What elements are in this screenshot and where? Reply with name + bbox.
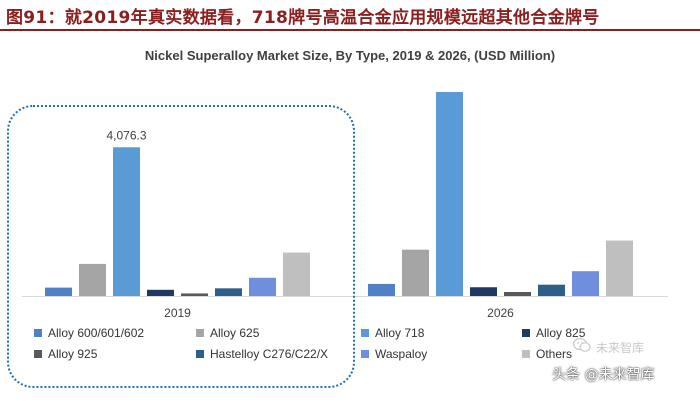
bar-alloy-718-2026 [436,92,463,296]
legend-item-alloy-825: Alloy 825 [522,325,585,341]
legend-label-alloy-825: Alloy 825 [536,326,586,340]
bar-alloy-625-2019 [79,263,106,296]
legend-item-alloy-625: Alloy 625 [196,325,259,341]
legend-swatch-alloy-925 [34,350,42,358]
bar-alloy-718-2019 [113,147,140,296]
bar-alloy-600-601-602-2019 [45,287,72,296]
legend-item-alloy-925: Alloy 925 [34,346,97,362]
title-divider [0,29,700,31]
bar-alloy-625-2026 [402,249,429,296]
legend-label-alloy-625: Alloy 625 [210,326,260,340]
bar-hastelloy-c276-c22-x-2019 [215,288,242,296]
bar-alloy-825-2026 [470,287,497,296]
legend-item-alloy-600-601-602: Alloy 600/601/602 [34,325,144,341]
data-label-alloy-718-2019: 4,076.3 [106,128,146,142]
legend-item-others: Others [522,346,572,362]
legend-swatch-alloy-825 [522,329,530,337]
legend-label-alloy-925: Alloy 925 [48,347,98,361]
chart-title: Nickel Superalloy Market Size, By Type, … [144,48,556,63]
legend-item-alloy-718: Alloy 718 [361,325,424,341]
legend-swatch-others [522,350,530,358]
legend-label-hastelloy-c276-c22-x: Hastelloy C276/C22/X [210,347,329,361]
bar-alloy-925-2026 [504,291,531,296]
legend-label-others: Others [536,347,573,361]
legend-item-hastelloy-c276-c22-x: Hastelloy C276/C22/X [196,346,328,362]
bar-others-2019 [283,252,310,296]
legend-swatch-waspaloy [361,350,369,358]
legend-swatch-alloy-600-601-602 [34,329,42,337]
legend-swatch-alloy-718 [361,329,369,337]
wechat-logo-icon [573,337,591,352]
legend-item-waspaloy: Waspaloy [361,346,427,362]
watermark-text: 头条 @未来智库 [552,367,655,383]
legend-swatch-alloy-625 [196,329,204,337]
x-tick-label-2026: 2026 [487,306,514,320]
bar-waspaloy-2019 [249,277,276,296]
bar-alloy-925-2019 [181,293,208,296]
bar-alloy-600-601-602-2026 [368,283,395,296]
legend-label-waspaloy: Waspaloy [375,347,428,361]
bar-waspaloy-2026 [572,271,599,296]
legend-label-alloy-718: Alloy 718 [375,326,425,340]
bar-alloy-825-2019 [147,289,174,296]
bar-hastelloy-c276-c22-x-2026 [538,284,565,296]
legend-label-alloy-600-601-602: Alloy 600/601/602 [48,326,145,340]
watermark-brand: 未来智库 [596,341,645,355]
figure-title: 图91：就2019年真实数据看，718牌号高温合金应用规模远超其他合金牌号 [6,8,600,28]
legend-swatch-hastelloy-c276-c22-x [196,350,204,358]
bar-others-2026 [606,240,633,296]
x-tick-label-2019: 2019 [164,306,191,320]
